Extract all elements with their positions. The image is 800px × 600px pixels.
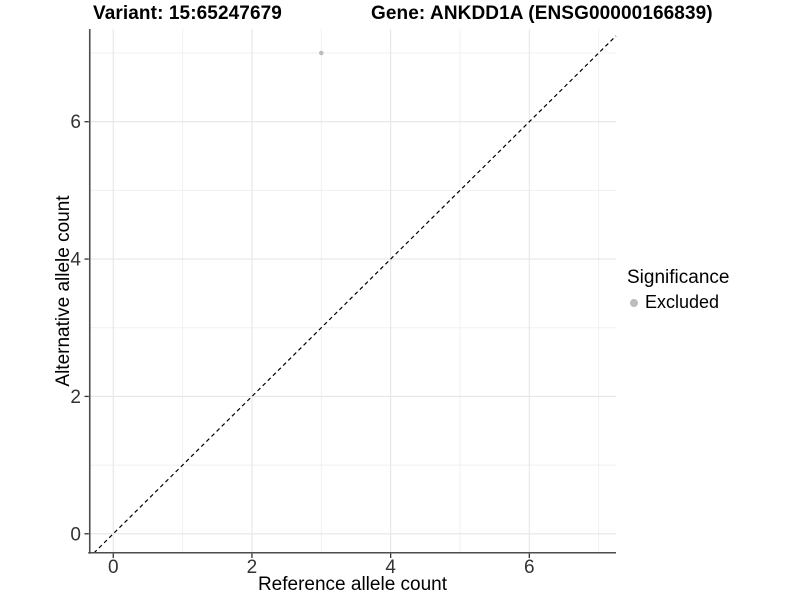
plot-title-gene: Gene: ANKDD1A (ENSG00000166839) xyxy=(371,3,713,24)
x-axis-title: Reference allele count xyxy=(257,574,448,595)
identity-reference-line xyxy=(93,35,617,554)
y-axis-title: Alternative allele count xyxy=(53,195,74,387)
legend-items: Excluded xyxy=(627,292,729,313)
legend-key-dot-icon xyxy=(630,298,638,307)
y-tick-label: 6 xyxy=(70,112,81,133)
x-tick-label: 4 xyxy=(385,557,396,578)
legend-title: Significance xyxy=(627,267,730,288)
data-point xyxy=(318,50,324,56)
x-tick-label: 6 xyxy=(524,557,535,578)
y-tick-label: 0 xyxy=(70,524,81,545)
legend-item: Excluded xyxy=(627,292,729,313)
legend-item-label: Excluded xyxy=(645,292,720,312)
x-tick-label: 2 xyxy=(247,557,258,578)
x-tick-label: 0 xyxy=(108,557,119,578)
y-tick-label: 2 xyxy=(70,387,81,408)
legend: Significance Excluded xyxy=(627,267,729,313)
y-tick-label: 4 xyxy=(70,250,81,271)
plot-title-variant: Variant: 15:65247679 xyxy=(93,3,282,24)
